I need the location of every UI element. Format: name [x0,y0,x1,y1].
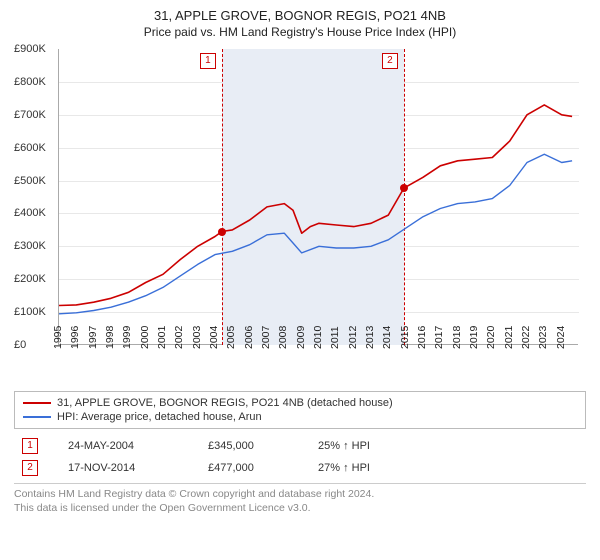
legend-swatch [23,402,51,404]
sale-row-diff: 27% ↑ HPI [318,462,418,474]
sale-row-diff: 25% ↑ HPI [318,440,418,452]
x-tick-label: 1996 [69,326,81,349]
sale-row-price: £477,000 [208,462,288,474]
x-tick-label: 2021 [503,326,515,349]
chart-area: £0 £100K £200K £300K £400K £500K £600K £700K £80… [14,45,586,385]
y-tick-label: £200K [14,273,46,285]
y-tick-label: £800K [14,76,46,88]
x-tick-label: 1997 [87,326,99,349]
x-tick-label: 2003 [191,326,203,349]
sale-row-date: 17-NOV-2014 [68,462,178,474]
title-subtitle: Price paid vs. HM Land Registry's House … [14,25,586,39]
legend-item: HPI: Average price, detached house, Arun [23,410,577,424]
y-tick-label: £100K [14,306,46,318]
legend-label: HPI: Average price, detached house, Arun [57,411,262,423]
x-tick-label: 2002 [173,326,185,349]
x-tick-label: 2006 [243,326,255,349]
x-tick-label: 2020 [485,326,497,349]
sale-list-rule [14,483,586,484]
footer-line2: This data is licensed under the Open Gov… [14,502,586,516]
y-tick-label: £0 [14,339,26,351]
x-tick-label: 1995 [52,326,64,349]
x-tick-label: 2014 [381,326,393,349]
legend-label: 31, APPLE GROVE, BOGNOR REGIS, PO21 4NB … [57,397,393,409]
x-tick-label: 2005 [225,326,237,349]
x-tick-label: 2018 [451,326,463,349]
x-tick-label: 2019 [468,326,480,349]
chart-title-block: 31, APPLE GROVE, BOGNOR REGIS, PO21 4NB … [14,8,586,39]
plot-region: 12 [58,49,578,345]
x-tick-label: 2007 [260,326,272,349]
x-tick-label: 2015 [399,326,411,349]
legend-box: 31, APPLE GROVE, BOGNOR REGIS, PO21 4NB … [14,391,586,429]
x-tick-label: 2010 [312,326,324,349]
legend-swatch [23,416,51,418]
x-tick-label: 1998 [104,326,116,349]
x-tick-label: 2009 [295,326,307,349]
sale-row-date: 24-MAY-2004 [68,440,178,452]
series-line-property [59,105,572,306]
sale-row-price: £345,000 [208,440,288,452]
sale-row: 1 24-MAY-2004 £345,000 25% ↑ HPI [14,435,586,457]
x-tick-label: 2023 [537,326,549,349]
y-tick-label: £700K [14,109,46,121]
x-tick-label: 2017 [433,326,445,349]
x-tick-label: 1999 [121,326,133,349]
x-tick-label: 2022 [520,326,532,349]
x-tick-label: 2012 [347,326,359,349]
x-tick-label: 2008 [277,326,289,349]
legend-item: 31, APPLE GROVE, BOGNOR REGIS, PO21 4NB … [23,396,577,410]
series-line-hpi [59,154,572,314]
sale-row-badge: 2 [22,460,38,476]
title-address: 31, APPLE GROVE, BOGNOR REGIS, PO21 4NB [14,8,586,23]
line-series-svg [59,49,579,345]
x-tick-label: 2016 [416,326,428,349]
y-tick-label: £300K [14,240,46,252]
y-tick-label: £400K [14,207,46,219]
x-axis-labels: 1995199619971998199920002001200220032004… [58,345,578,385]
sales-list: 1 24-MAY-2004 £345,000 25% ↑ HPI 2 17-NOV-201… [14,435,586,484]
x-tick-label: 2011 [329,326,341,349]
y-tick-label: £900K [14,43,46,55]
footer-line1: Contains HM Land Registry data © Crown c… [14,488,586,502]
footer-attribution: Contains HM Land Registry data © Crown c… [14,488,586,515]
x-tick-label: 2000 [139,326,151,349]
sale-row-badge: 1 [22,438,38,454]
y-tick-label: £600K [14,142,46,154]
y-tick-label: £500K [14,175,46,187]
x-tick-label: 2001 [156,326,168,349]
x-tick-label: 2004 [208,326,220,349]
sale-row: 2 17-NOV-2014 £477,000 27% ↑ HPI [14,457,586,479]
x-tick-label: 2024 [555,326,567,349]
x-tick-label: 2013 [364,326,376,349]
